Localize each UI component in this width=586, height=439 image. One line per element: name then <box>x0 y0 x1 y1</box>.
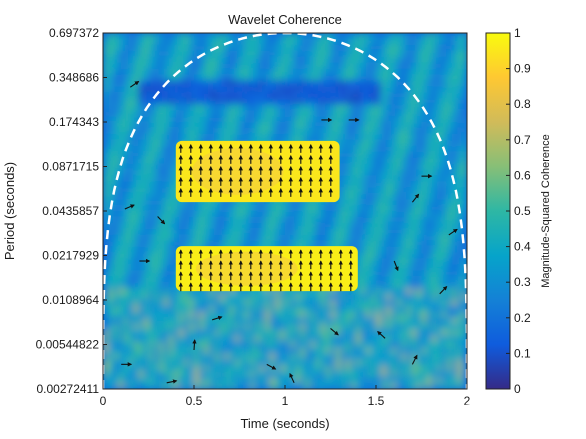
y-tick-label: 0.174343 <box>49 115 99 129</box>
phase-arrow <box>411 193 420 203</box>
phase-arrow <box>448 228 458 236</box>
y-tick-label: 0.0871715 <box>42 160 99 174</box>
phase-arrow <box>411 354 418 365</box>
colorbar-tick-label: 0 <box>514 382 521 396</box>
x-tick-label: 0.5 <box>186 394 203 408</box>
x-axis-label: Time (seconds) <box>240 416 329 431</box>
colorbar-tick-label: 0.6 <box>514 168 531 182</box>
heatmap-field <box>103 33 467 389</box>
phase-arrow <box>330 327 339 336</box>
colorbar-tick-label: 0.5 <box>514 204 531 218</box>
phase-arrow <box>129 81 140 88</box>
y-tick-label: 0.0435857 <box>42 204 99 218</box>
x-tick-label: 1 <box>282 394 289 408</box>
colorbar-tick-label: 0.1 <box>514 346 531 360</box>
colorbar-label: Magnitude-Squared Coherence <box>540 134 552 288</box>
phase-arrow <box>439 286 448 295</box>
colorbar-tick-label: 0.9 <box>514 62 531 76</box>
phase-arrows <box>121 81 458 384</box>
y-tick-label: 0.697372 <box>49 26 99 40</box>
y-tick-label: 0.00544822 <box>36 338 100 352</box>
y-tick-label: 0.0108964 <box>42 293 99 307</box>
y-tick-label: 0.348686 <box>49 71 99 85</box>
phase-arrow <box>157 216 166 225</box>
colorbar-tick-label: 0.7 <box>514 133 531 147</box>
x-tick-label: 2 <box>464 394 471 408</box>
y-tick-label: 0.00272411 <box>36 382 99 396</box>
colorbar-tick-label: 1 <box>514 26 521 40</box>
phase-arrow <box>192 339 197 351</box>
phase-arrow <box>393 260 399 272</box>
phase-arrow <box>212 315 223 321</box>
plot-area <box>103 33 467 389</box>
x-axis-ticks: 0 0.5 1 1.5 2 <box>100 385 471 408</box>
coherence-region-1-core <box>191 148 284 195</box>
y-axis-label: Period (seconds) <box>2 162 17 260</box>
x-tick-label: 1.5 <box>368 394 385 408</box>
phase-arrow <box>266 363 277 370</box>
phase-arrow <box>289 372 295 384</box>
colorbar-tick-label: 0.2 <box>514 311 531 325</box>
x-tick-label: 0 <box>100 394 107 408</box>
y-axis-ticks: 0.697372 0.348686 0.174343 0.0871715 0.04358… <box>36 26 107 396</box>
y-tick-label: 0.0217929 <box>42 248 99 262</box>
phase-arrow <box>377 330 386 339</box>
phase-arrow <box>166 379 178 384</box>
colorbar-tick-label: 0.8 <box>514 97 531 111</box>
phase-arrow <box>124 204 135 210</box>
watermark: 知乎 @哥廷根数学学派 <box>398 403 542 420</box>
colorbar-ticks: 0 0.1 0.2 0.3 0.4 0.5 0.6 0.7 0.8 0.9 1 <box>506 26 531 396</box>
cone-of-influence <box>103 33 467 389</box>
colorbar-tick-label: 0.3 <box>514 275 531 289</box>
colorbar-tick-label: 0.4 <box>514 240 531 254</box>
chart-title: Wavelet Coherence <box>228 12 342 27</box>
